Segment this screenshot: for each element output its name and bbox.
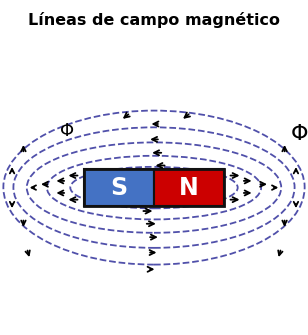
Bar	[154, 169, 224, 206]
Bar	[84, 169, 154, 206]
Text: Φ: Φ	[291, 124, 308, 144]
Text: Líneas de campo magnético: Líneas de campo magnético	[28, 12, 280, 28]
Text: Φ: Φ	[60, 122, 74, 140]
Text: S: S	[111, 176, 128, 200]
Text: N: N	[179, 176, 199, 200]
Bar	[84, 169, 224, 206]
